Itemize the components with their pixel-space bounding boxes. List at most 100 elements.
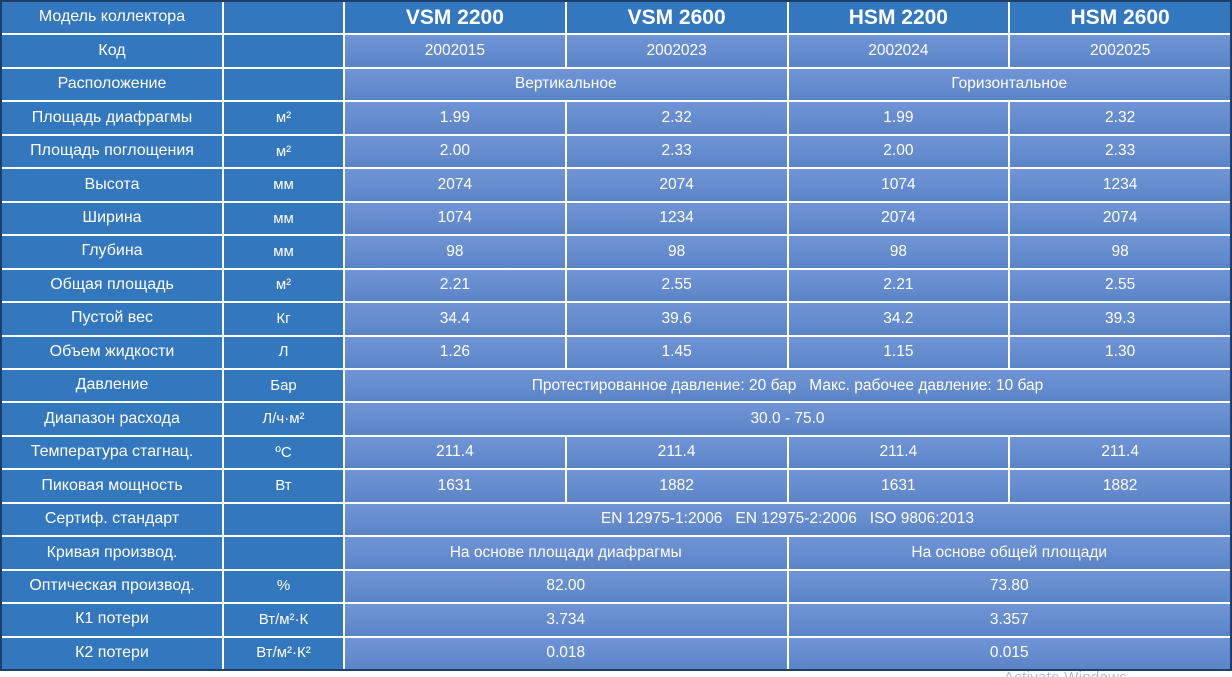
- value-cell: 2.00: [345, 135, 565, 168]
- row-label: Температура стагнац.: [2, 436, 222, 469]
- value-cell: 2074: [788, 202, 1009, 235]
- value-cell: 1.30: [1010, 336, 1230, 368]
- column-header: VSM 2600: [566, 2, 787, 34]
- value-cell: 1.45: [566, 336, 787, 368]
- value-cell: На основе площади диафрагмы: [345, 537, 787, 569]
- unit-cell: [224, 35, 343, 67]
- column-header: VSM 2200: [345, 2, 565, 34]
- row-label: Расположение: [2, 68, 222, 101]
- value-cell: 98: [345, 236, 565, 268]
- unit-cell: м²: [224, 269, 343, 302]
- row-label: Диапазон расхода: [2, 403, 222, 435]
- value-cell: 2002015: [345, 35, 565, 67]
- value-cell: 2.55: [566, 269, 787, 302]
- row-label: Общая площадь: [2, 269, 222, 302]
- value-cell: 34.2: [788, 303, 1009, 335]
- row-label: Площадь диафрагмы: [2, 102, 222, 134]
- unit-cell: [224, 2, 343, 34]
- value-cell: 2074: [566, 169, 787, 201]
- value-cell: 3.734: [345, 604, 787, 636]
- column-header: HSM 2600: [1010, 2, 1230, 34]
- value-cell: 2.55: [1010, 269, 1230, 302]
- row-label: Оптическая производ.: [2, 570, 222, 603]
- value-cell: 2.21: [345, 269, 565, 302]
- value-cell: 2.00: [788, 135, 1009, 168]
- row-label: Глубина: [2, 236, 222, 268]
- unit-cell: [224, 503, 343, 536]
- column-header: HSM 2200: [788, 2, 1009, 34]
- row-label: Кривая производ.: [2, 537, 222, 569]
- unit-cell: Вт/м²·К: [224, 604, 343, 636]
- unit-cell: [224, 537, 343, 569]
- value-cell: 98: [1010, 236, 1230, 268]
- row-label: Модель коллектора: [2, 2, 222, 34]
- value-cell: 1.15: [788, 336, 1009, 368]
- unit-cell: м²: [224, 102, 343, 134]
- unit-cell: Л/ч·м²: [224, 403, 343, 435]
- value-cell: 2.33: [1010, 135, 1230, 168]
- value-cell: Вертикальное: [345, 68, 787, 101]
- value-cell: 1882: [1010, 470, 1230, 502]
- value-cell: 211.4: [1010, 436, 1230, 469]
- value-cell: 1074: [345, 202, 565, 235]
- value-cell: 0.015: [788, 637, 1230, 669]
- row-label: Давление: [2, 369, 222, 402]
- row-label: К1 потери: [2, 604, 222, 636]
- row-label: К2 потери: [2, 637, 222, 669]
- unit-cell: мм: [224, 236, 343, 268]
- value-cell: EN 12975-1:2006 EN 12975-2:2006 ISO 9806…: [345, 503, 1230, 536]
- value-cell: 2.32: [1010, 102, 1230, 134]
- unit-cell: Вт: [224, 470, 343, 502]
- value-cell: Горизонтальное: [788, 68, 1230, 101]
- value-cell: 34.4: [345, 303, 565, 335]
- unit-cell: %: [224, 570, 343, 603]
- unit-cell: Кг: [224, 303, 343, 335]
- value-cell: 82.00: [345, 570, 787, 603]
- value-cell: Протестированное давление: 20 бар Макс. …: [345, 369, 1230, 402]
- value-cell: 98: [566, 236, 787, 268]
- value-cell: 0.018: [345, 637, 787, 669]
- unit-cell: мм: [224, 202, 343, 235]
- value-cell: 2002023: [566, 35, 787, 67]
- unit-cell: Л: [224, 336, 343, 368]
- value-cell: 2.33: [566, 135, 787, 168]
- row-label: Высота: [2, 169, 222, 201]
- unit-cell: мм: [224, 169, 343, 201]
- value-cell: 1234: [1010, 169, 1230, 201]
- row-label: Код: [2, 35, 222, 67]
- row-label: Пиковая мощность: [2, 470, 222, 502]
- value-cell: 2.21: [788, 269, 1009, 302]
- value-cell: 2002024: [788, 35, 1009, 67]
- value-cell: 1234: [566, 202, 787, 235]
- row-label: Сертиф. стандарт: [2, 503, 222, 536]
- value-cell: 1631: [788, 470, 1009, 502]
- activate-windows-watermark: Activate Windows: [1004, 669, 1127, 677]
- value-cell: 1631: [345, 470, 565, 502]
- row-label: Площадь поглощения: [2, 135, 222, 168]
- value-cell: 1.99: [788, 102, 1009, 134]
- value-cell: 39.3: [1010, 303, 1230, 335]
- value-cell: 73.80: [788, 570, 1230, 603]
- unit-cell: Бар: [224, 369, 343, 402]
- unit-cell: Вт/м²·К²: [224, 637, 343, 669]
- value-cell: 211.4: [345, 436, 565, 469]
- row-label: Ширина: [2, 202, 222, 235]
- unit-cell: [224, 68, 343, 101]
- value-cell: 211.4: [788, 436, 1009, 469]
- value-cell: 98: [788, 236, 1009, 268]
- value-cell: 1.99: [345, 102, 565, 134]
- value-cell: 1074: [788, 169, 1009, 201]
- value-cell: 2074: [1010, 202, 1230, 235]
- value-cell: 3.357: [788, 604, 1230, 636]
- value-cell: 39.6: [566, 303, 787, 335]
- row-label: Пустой вес: [2, 303, 222, 335]
- value-cell: На основе общей площади: [788, 537, 1230, 569]
- value-cell: 1.26: [345, 336, 565, 368]
- value-cell: 30.0 - 75.0: [345, 403, 1230, 435]
- unit-cell: ºC: [224, 436, 343, 469]
- value-cell: 2.32: [566, 102, 787, 134]
- value-cell: 2002025: [1010, 35, 1230, 67]
- row-label: Объем жидкости: [2, 336, 222, 368]
